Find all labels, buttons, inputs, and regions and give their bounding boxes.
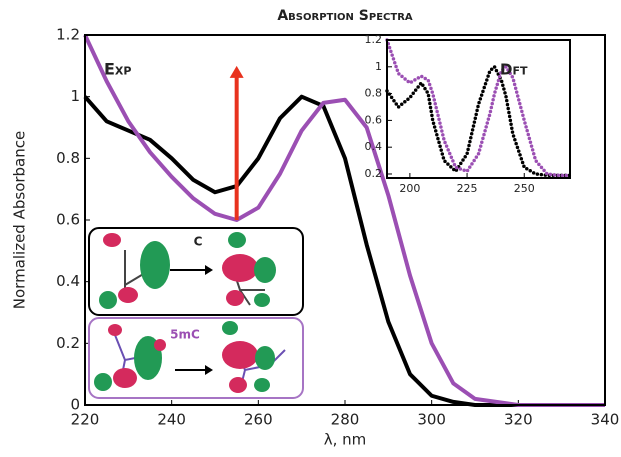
x-tick-label: 240 bbox=[157, 411, 186, 429]
x-tick-label: 280 bbox=[331, 411, 360, 429]
x-tick-label: 320 bbox=[504, 411, 533, 429]
x-tick-label: 225 bbox=[457, 182, 478, 195]
orbital-box-5mc: 5mC bbox=[89, 318, 303, 398]
annotation: Exp bbox=[104, 60, 131, 79]
x-tick-label: 260 bbox=[244, 411, 273, 429]
y-tick-label: 0 bbox=[70, 396, 80, 414]
y-tick-label: 0.6 bbox=[56, 211, 80, 229]
arrow-head bbox=[230, 66, 244, 78]
y-tick-label: 0.2 bbox=[365, 167, 383, 180]
y-tick-label: 1 bbox=[375, 60, 382, 73]
x-tick-label: 340 bbox=[591, 411, 620, 429]
y-tick-label: 0.6 bbox=[365, 113, 383, 126]
x-axis-label: λ, nm bbox=[324, 431, 367, 449]
y-tick-label: 0.8 bbox=[56, 149, 80, 167]
chart: Absorption Spectra λ, nm Normalized Abso… bbox=[0, 0, 621, 453]
y-tick-label: 0.2 bbox=[56, 334, 80, 352]
annotation: Dft bbox=[500, 61, 528, 79]
orbital-label: 5mC bbox=[170, 328, 200, 342]
y-tick-label: 1.2 bbox=[56, 26, 80, 44]
x-tick-label: 200 bbox=[399, 182, 420, 195]
inset-background bbox=[387, 40, 570, 178]
chart-title: Absorption Spectra bbox=[277, 8, 413, 24]
orbital-box-c: C bbox=[89, 228, 303, 315]
orbital-label: C bbox=[194, 235, 203, 249]
x-tick-label: 250 bbox=[514, 182, 535, 195]
y-tick-label: 1 bbox=[70, 87, 80, 105]
y-tick-label: 0.8 bbox=[365, 87, 383, 100]
y-tick-label: 0.4 bbox=[56, 272, 80, 290]
y-tick-label: 1.2 bbox=[365, 33, 383, 46]
y-tick-label: 0.4 bbox=[365, 140, 383, 153]
x-tick-label: 300 bbox=[417, 411, 446, 429]
y-axis-label: Normalized Absorbance bbox=[11, 131, 29, 309]
